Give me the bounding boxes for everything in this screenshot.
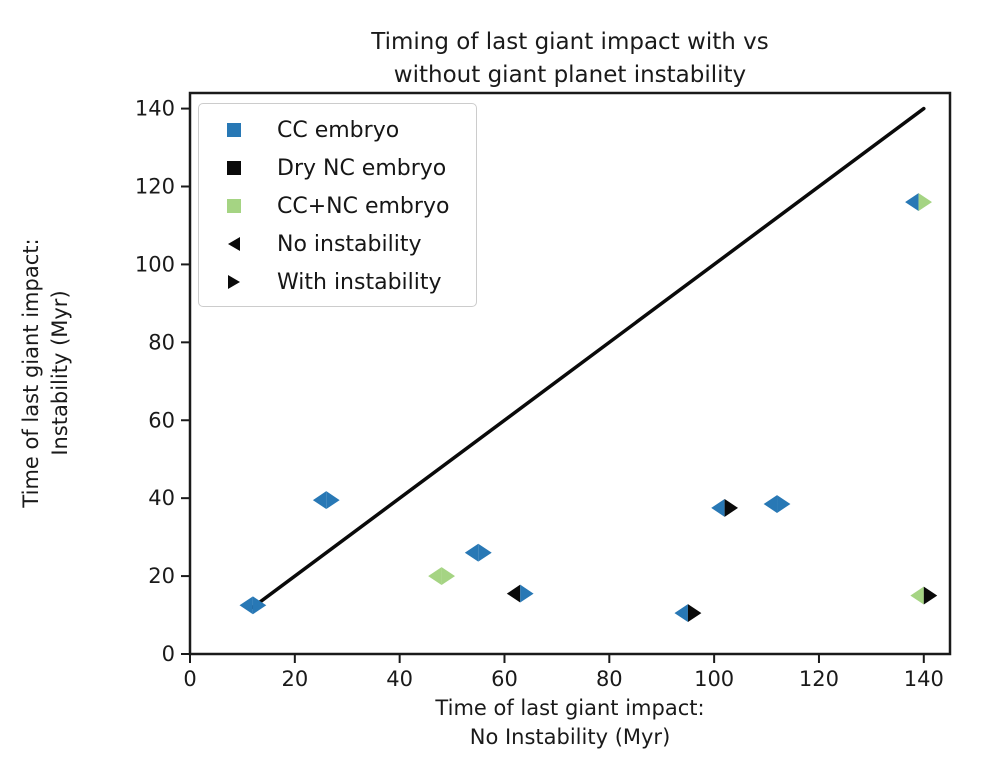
scatter-marker-right-cc [777, 495, 791, 513]
plot-border [188, 91, 952, 656]
y-tick-label: 20 [148, 564, 175, 588]
y-axis-label-line1: Time of last giant impact: [19, 238, 43, 508]
legend-entry-dry-nc-embryo: Dry NC embryo [199, 149, 476, 187]
y-tick-label: 100 [135, 252, 175, 276]
dry-nc-embryo-square-icon [227, 161, 241, 175]
triangle-right-icon [228, 275, 240, 289]
scatter-marker-right-dry-nc [923, 586, 938, 605]
y-axis-label-line2: Instability (Myr) [48, 290, 72, 456]
legend-marker-box [219, 161, 249, 175]
x-tick-label: 80 [596, 667, 623, 691]
x-tick-label: 120 [799, 667, 839, 691]
scatter-marker-left-cc [711, 498, 725, 517]
scatter-marker-right-dry-nc [724, 498, 739, 517]
x-axis-label-line2: No Instability (Myr) [469, 725, 671, 749]
y-tick-label: 40 [148, 486, 175, 510]
scatter-marker-left-cc [312, 491, 327, 510]
scatter-marker-left-cc [239, 596, 253, 615]
scatter-marker-right-cc [478, 543, 492, 562]
triangle-left-icon [228, 237, 240, 251]
scatter-marker-left-cc-nc [428, 567, 442, 586]
y-tick-label: 120 [135, 175, 175, 199]
scatter-marker-right-cc [326, 491, 340, 510]
scatter-marker-left-cc [464, 543, 479, 562]
scatter-marker-left-cc [763, 495, 778, 513]
x-axis-label: Time of last giant impact: No Instabilit… [435, 694, 704, 752]
scatter-marker-left-cc [905, 193, 919, 212]
y-tick-label: 140 [135, 97, 175, 121]
scatter-marker-left-dry-nc [506, 584, 521, 603]
identity-line [251, 106, 926, 609]
scatter-marker-left-cc [674, 604, 688, 623]
y-tick-label: 60 [148, 408, 175, 432]
chart-title: Timing of last giant impact with vs with… [371, 26, 768, 92]
legend-entry-with-instability: With instability [199, 263, 476, 301]
legend-label: CC embryo [277, 117, 400, 143]
x-tick-label: 100 [694, 667, 734, 691]
x-tick-label: 0 [183, 667, 196, 691]
legend-label: Dry NC embryo [277, 155, 447, 181]
legend-entry-no-instability: No instability [199, 225, 476, 263]
chart-title-line1: Timing of last giant impact with vs [371, 29, 769, 55]
legend-entry-cc-nc-embryo: CC+NC embryo [199, 187, 476, 225]
cc-embryo-square-icon [227, 123, 241, 137]
legend-label: No instability [277, 231, 422, 257]
legend-marker-box [219, 123, 249, 137]
scatter-marker-right-cc-nc [918, 193, 932, 212]
x-tick-label: 20 [281, 667, 308, 691]
scatter-marker-right-cc-nc [441, 567, 455, 586]
y-tick-label: 80 [148, 330, 175, 354]
scatter-marker-right-cc [520, 584, 534, 603]
legend: CC embryo Dry NC embryo CC+NC embryo No … [198, 103, 477, 307]
scatter-marker-left-cc-nc [910, 586, 924, 605]
legend-label: CC+NC embryo [277, 193, 450, 219]
x-axis-label-line1: Time of last giant impact: [435, 696, 705, 720]
scatter-marker-right-dry-nc [687, 604, 702, 623]
x-tick-label: 140 [904, 667, 944, 691]
x-tick-label: 60 [491, 667, 518, 691]
legend-label: With instability [277, 269, 442, 295]
x-tick-label: 40 [386, 667, 413, 691]
y-tick-label: 0 [162, 642, 175, 666]
scatter-marker-right-cc [252, 596, 267, 615]
legend-marker-box [219, 199, 249, 213]
legend-entry-cc-embryo: CC embryo [199, 111, 476, 149]
y-axis-label: Time of last giant impact: Instability (… [17, 238, 75, 507]
legend-marker-box [219, 237, 249, 251]
chart-title-line2: without giant planet instability [393, 62, 747, 88]
cc-nc-embryo-square-icon [227, 199, 241, 213]
legend-marker-box [219, 275, 249, 289]
